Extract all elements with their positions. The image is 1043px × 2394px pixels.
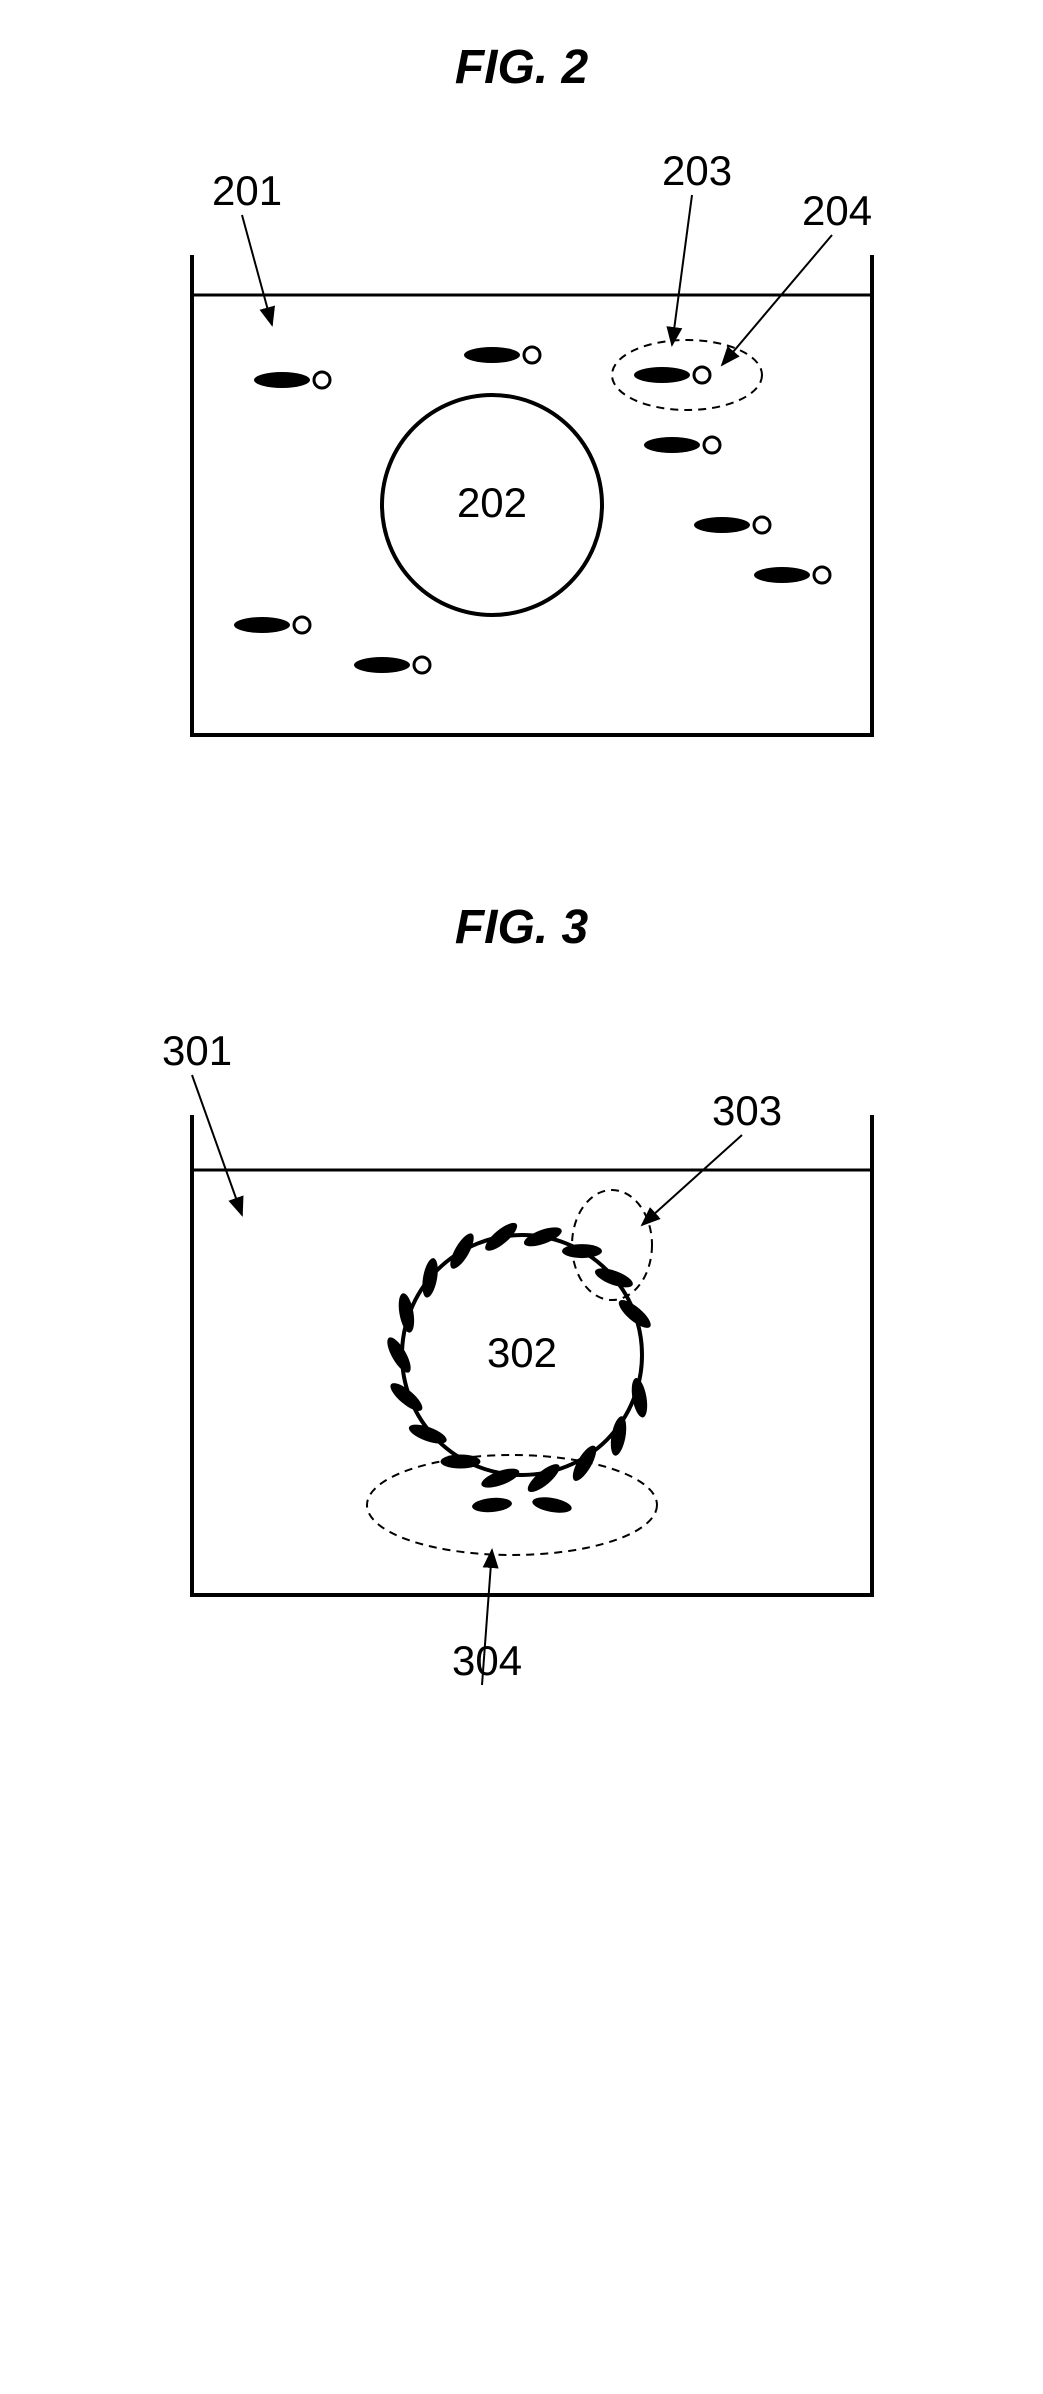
fig3-diagram: 302 301 303 304 bbox=[22, 1015, 1022, 1740]
svg-text:303: 303 bbox=[712, 1087, 782, 1134]
svg-text:204: 204 bbox=[802, 187, 872, 234]
fig2-diagram: 202 201 203 204 bbox=[22, 155, 1022, 780]
svg-text:304: 304 bbox=[452, 1637, 522, 1684]
svg-text:201: 201 bbox=[212, 167, 282, 214]
svg-text:203: 203 bbox=[662, 155, 732, 194]
fig2-svg: 202 201 203 204 bbox=[22, 155, 1022, 775]
svg-text:301: 301 bbox=[162, 1027, 232, 1074]
svg-text:202: 202 bbox=[456, 479, 526, 526]
fig2-title: FIG. 2 bbox=[22, 40, 1022, 95]
svg-text:302: 302 bbox=[486, 1329, 556, 1376]
fig3-svg: 302 301 303 304 bbox=[22, 1015, 1022, 1735]
fig3-title: FIG. 3 bbox=[22, 900, 1022, 955]
figure-container: FIG. 2 202 201 203 204 FIG. 3 302 301 303 304 bbox=[22, 40, 1022, 1740]
